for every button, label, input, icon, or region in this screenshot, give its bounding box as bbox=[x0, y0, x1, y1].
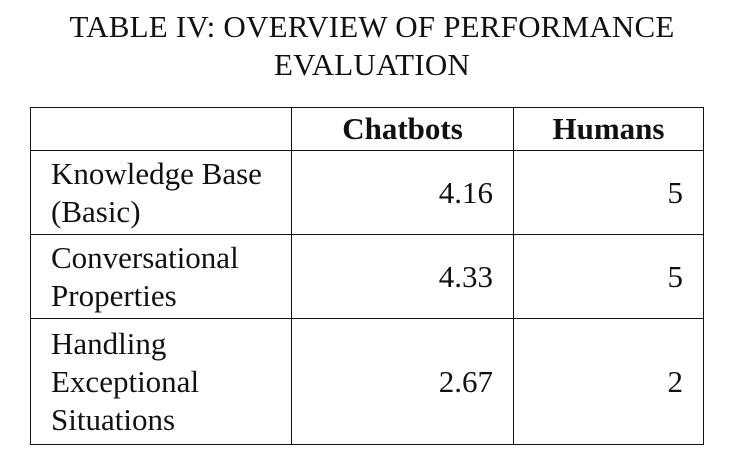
row-label: Handling Exceptional Situations bbox=[30, 318, 292, 445]
performance-table: Chatbots Humans Knowledge Base (Basic) 4… bbox=[30, 107, 704, 445]
table-row: Handling Exceptional Situations 2.67 2 bbox=[30, 318, 704, 445]
caption-line-2: EVALUATION bbox=[273, 47, 471, 82]
header-row: Chatbots Humans bbox=[30, 107, 704, 151]
header-empty-cell bbox=[30, 107, 292, 151]
table-row: Knowledge Base (Basic) 4.16 5 bbox=[30, 150, 704, 235]
header-humans: Humans bbox=[513, 107, 704, 151]
row-label: Conversational Properties bbox=[30, 234, 292, 319]
row-label: Knowledge Base (Basic) bbox=[30, 150, 292, 235]
header-chatbots: Chatbots bbox=[291, 107, 514, 151]
chatbots-value: 4.16 bbox=[291, 150, 514, 235]
humans-value: 2 bbox=[513, 318, 704, 445]
humans-value: 5 bbox=[513, 234, 704, 319]
table-caption: TABLE IV: OVERVIEW OF PERFORMANCE EVALUA… bbox=[0, 8, 744, 84]
chatbots-value: 2.67 bbox=[291, 318, 514, 445]
caption-line-1: TABLE IV: OVERVIEW OF PERFORMANCE bbox=[69, 9, 675, 44]
chatbots-value: 4.33 bbox=[291, 234, 514, 319]
table-row: Conversational Properties 4.33 5 bbox=[30, 234, 704, 319]
humans-value: 5 bbox=[513, 150, 704, 235]
